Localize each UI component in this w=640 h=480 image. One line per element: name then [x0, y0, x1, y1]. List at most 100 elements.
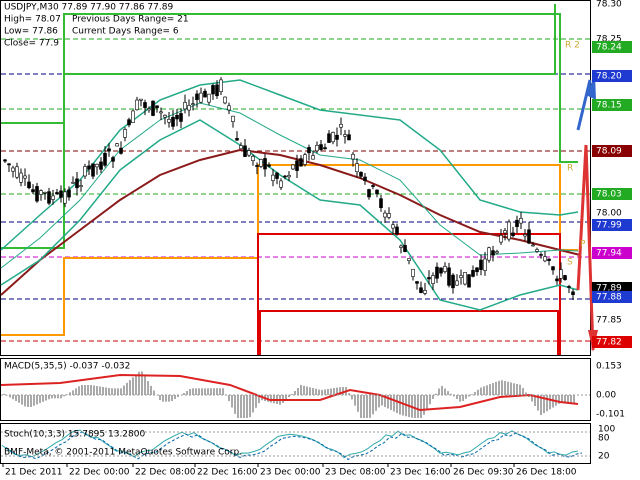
macd-bar [69, 392, 71, 395]
price-label: 77.94 [596, 249, 622, 259]
macd-bar [474, 392, 476, 395]
range-box [257, 233, 561, 355]
candle-body [291, 164, 295, 170]
stoch-axis-label: 20 [598, 452, 610, 462]
candle-body [387, 213, 391, 218]
time-label: 22 Dec 08:00 [135, 468, 196, 478]
candle-body [455, 280, 459, 286]
macd-bar [429, 395, 431, 405]
macd-bar [204, 388, 206, 395]
macd-bar [111, 388, 113, 395]
macd-bar [9, 395, 11, 398]
macd-bar [456, 395, 458, 399]
candle-body [551, 266, 555, 271]
macd-bar [48, 395, 50, 400]
candle-body [239, 145, 243, 150]
macd-bar [354, 395, 356, 406]
candle-body [43, 192, 47, 194]
level-mark: S [567, 258, 573, 268]
bollinger-lower [0, 119, 579, 311]
candle-body [511, 232, 515, 237]
candle-body [99, 161, 103, 170]
macd-bar [366, 395, 368, 418]
macd-bar [321, 389, 323, 395]
macd-bar [381, 395, 383, 406]
macd-bar [531, 395, 533, 402]
macd-bar [21, 395, 23, 405]
macd-bar [441, 385, 443, 395]
macd-bar [288, 395, 290, 397]
macd-bar [36, 395, 38, 405]
candle-body [51, 195, 55, 200]
macd-bar [153, 390, 155, 395]
macd-bar [183, 393, 185, 395]
macd-bar [192, 388, 194, 395]
macd-bar [141, 371, 143, 395]
macd-bar [240, 395, 242, 418]
macd-bar [27, 395, 29, 407]
macd-bar [222, 388, 224, 395]
candle-body [331, 132, 335, 143]
main-panel [0, 0, 591, 356]
candle-body [451, 274, 455, 289]
price-box [592, 70, 632, 82]
candle-body [355, 163, 359, 173]
macd-bar [504, 381, 506, 395]
time-label: 22 Dec 00:00 [69, 468, 130, 478]
price-box [592, 99, 632, 111]
time-label: 23 Dec 16:00 [390, 468, 451, 478]
macd-bar [30, 395, 32, 407]
candle-body [75, 178, 79, 189]
candle-body [251, 156, 255, 161]
time-label: 23 Dec 08:00 [325, 468, 386, 478]
candle-body [135, 99, 139, 111]
macd-bar [339, 387, 341, 395]
candle-body [483, 258, 487, 271]
candle-body [347, 134, 351, 141]
macd-bar [270, 395, 272, 403]
macd-bar [252, 395, 254, 413]
price-label: 78.09 [596, 147, 622, 157]
candle-body [527, 229, 531, 244]
candle-body [115, 143, 119, 147]
macd-bar [237, 395, 239, 418]
macd-bar [510, 382, 512, 395]
current-range: Current Days Range= 6 [72, 27, 179, 37]
candle-body [227, 105, 231, 111]
candle-body [563, 275, 567, 280]
candle-body [287, 175, 291, 178]
macd-bar [558, 395, 560, 404]
candle-body [383, 212, 387, 218]
candle-body [267, 164, 271, 167]
candle-body [247, 150, 251, 156]
macd-bar [546, 395, 548, 412]
macd-bar [459, 395, 461, 402]
macd-bar [306, 386, 308, 395]
macd-bar [75, 388, 77, 395]
candle-body [419, 287, 423, 293]
macd-bar [498, 380, 500, 395]
candle-body [559, 269, 563, 279]
macd-bar [444, 388, 446, 395]
macd-bar [81, 385, 83, 395]
candle-body [11, 167, 15, 172]
price-box [592, 188, 632, 200]
macd-bar [570, 395, 572, 404]
bollinger-middle [0, 102, 579, 269]
candle-body [275, 172, 279, 179]
macd-bar [303, 385, 305, 395]
macd-bar [123, 385, 125, 395]
forecast-arrow [576, 144, 595, 351]
stoch-axis-label: 80 [598, 434, 610, 444]
stoch-axis-label: 100 [598, 425, 615, 435]
candle-body [207, 93, 211, 103]
macd-bar [525, 392, 527, 395]
candle-body [507, 221, 511, 240]
candle-body [427, 277, 431, 280]
macd-bar [390, 395, 392, 410]
macd-panel [0, 358, 591, 421]
candle-body [515, 219, 519, 227]
macd-bar [495, 381, 497, 395]
macd-bar [147, 381, 149, 395]
candle-body [303, 154, 307, 165]
